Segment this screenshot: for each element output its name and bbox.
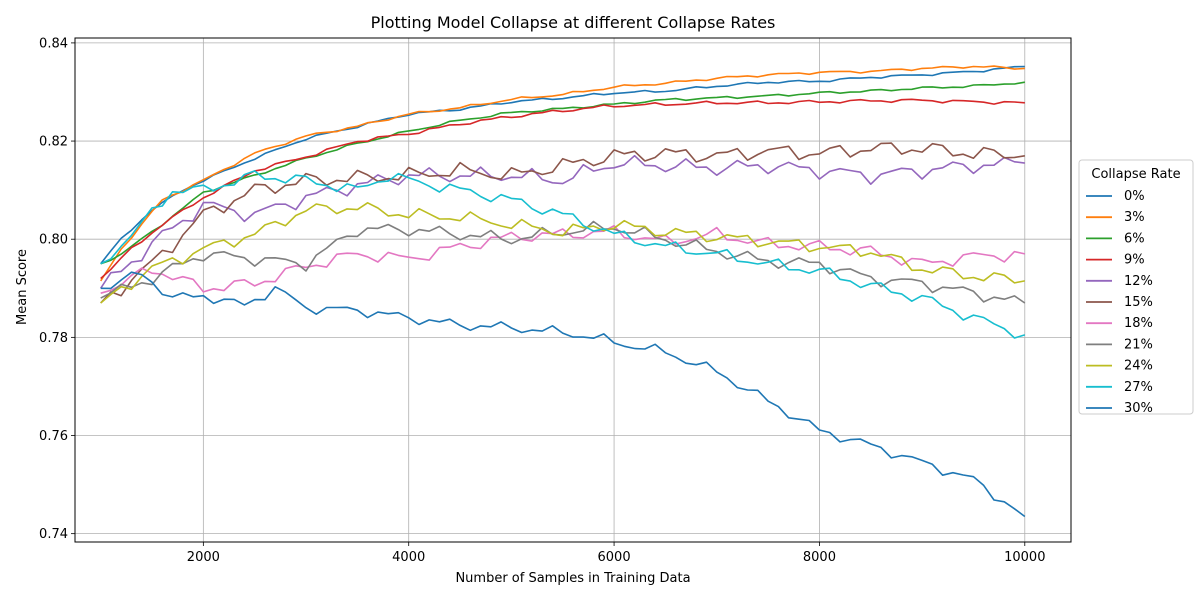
- series-line-24pct: [100, 202, 1025, 304]
- y-tick-label: 0.80: [39, 233, 68, 248]
- y-axis-label: Mean Score: [15, 249, 30, 325]
- legend-label: 30%: [1124, 401, 1153, 416]
- plot-frame: [74, 37, 1072, 543]
- y-tick-label: 0.82: [39, 135, 68, 150]
- x-tick-label: 6000: [598, 550, 631, 565]
- series-line-3pct: [100, 65, 1025, 282]
- legend-label: 0%: [1124, 189, 1145, 204]
- legend: Collapse Rate 0% 3% 6% 9% 12% 15% 18% 21% 24% 27%…: [1078, 159, 1194, 416]
- series-layer: [100, 65, 1026, 518]
- series-line-27pct: [100, 170, 1026, 339]
- legend-label: 12%: [1124, 274, 1153, 289]
- x-tick-label: 2000: [187, 550, 220, 565]
- chart-title: Plotting Model Collapse at different Col…: [371, 13, 776, 32]
- series-line-15pct: [100, 142, 1025, 304]
- legend-label: 21%: [1124, 337, 1153, 352]
- series-line-9pct: [100, 98, 1025, 280]
- series-line-6pct: [100, 81, 1025, 265]
- legend-label: 18%: [1124, 316, 1153, 331]
- series-line-0pct: [100, 65, 1025, 265]
- grid: [75, 38, 1071, 542]
- series-line-12pct: [100, 154, 1025, 289]
- legend-title: Collapse Rate: [1091, 167, 1180, 182]
- ticks: 2000 4000 6000 8000 10000 0.74 0.76 0.78 0.80 0.8…: [39, 36, 1045, 565]
- series-line-18pct: [100, 224, 1025, 294]
- legend-label: 27%: [1124, 380, 1153, 395]
- series-line-30pct: [100, 271, 1026, 518]
- x-tick-label: 8000: [803, 550, 836, 565]
- legend-label: 24%: [1124, 359, 1153, 374]
- legend-frame: [1078, 159, 1194, 415]
- legend-label: 6%: [1124, 231, 1145, 246]
- x-tick-label: 10000: [1004, 550, 1045, 565]
- x-tick-label: 4000: [392, 550, 425, 565]
- y-tick-label: 0.74: [39, 527, 68, 542]
- legend-label: 15%: [1124, 295, 1153, 310]
- y-tick-label: 0.84: [39, 36, 68, 51]
- y-tick-label: 0.78: [39, 331, 68, 346]
- legend-label: 3%: [1124, 210, 1145, 225]
- x-axis-label: Number of Samples in Training Data: [455, 571, 690, 586]
- series-line-21pct: [100, 220, 1026, 304]
- legend-label: 9%: [1124, 253, 1145, 268]
- y-tick-label: 0.76: [39, 429, 68, 444]
